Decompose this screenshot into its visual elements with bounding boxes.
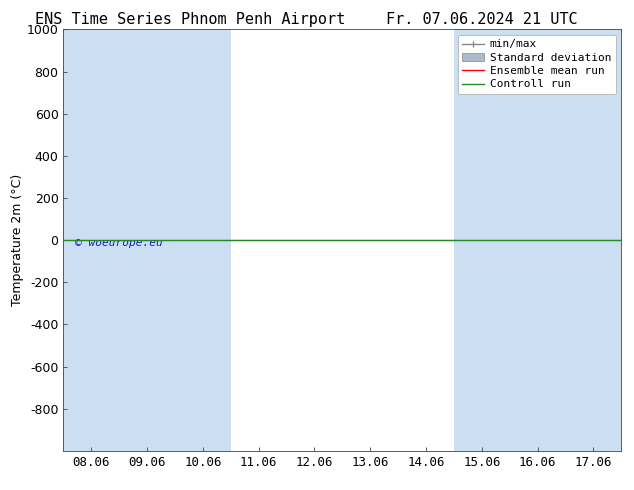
- Bar: [510, 29, 566, 451]
- Bar: [175, 29, 231, 451]
- Bar: [342, 29, 398, 451]
- Bar: [63, 29, 119, 451]
- Text: ENS Time Series Phnom Penh Airport: ENS Time Series Phnom Penh Airport: [35, 12, 346, 27]
- Text: © woeurope.eu: © woeurope.eu: [75, 238, 162, 248]
- Bar: [119, 29, 175, 451]
- Bar: [231, 29, 287, 451]
- Legend: min/max, Standard deviation, Ensemble mean run, Controll run: min/max, Standard deviation, Ensemble me…: [458, 35, 616, 94]
- Bar: [566, 29, 621, 451]
- Bar: [398, 29, 454, 451]
- Bar: [454, 29, 510, 451]
- Y-axis label: Temperature 2m (°C): Temperature 2m (°C): [11, 174, 24, 306]
- Text: Fr. 07.06.2024 21 UTC: Fr. 07.06.2024 21 UTC: [386, 12, 578, 27]
- Bar: [287, 29, 342, 451]
